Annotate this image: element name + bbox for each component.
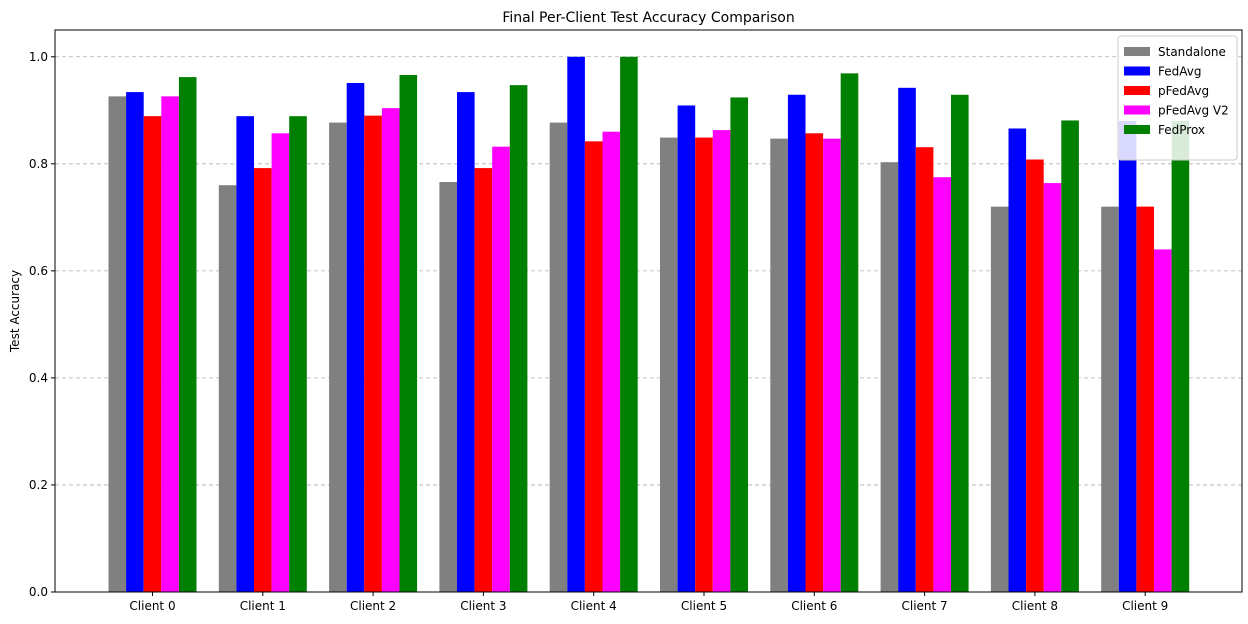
- bar-fedprox-client-5: [730, 97, 748, 592]
- legend-label: FedAvg: [1158, 65, 1201, 79]
- legend-swatch: [1124, 47, 1150, 56]
- plot-frame: [54, 29, 1243, 593]
- bar-pfedavg-v2-client-9: [1154, 249, 1172, 592]
- bar-pfedavg-client-9: [1136, 206, 1154, 592]
- chart-title: Final Per-Client Test Accuracy Compariso…: [502, 10, 794, 26]
- bar-fedavg-client-4: [567, 56, 585, 593]
- bar-fedavg-client-2: [346, 82, 365, 592]
- x-tick-label: Client 5: [681, 599, 727, 613]
- bar-pfedavg-v2-client-5: [712, 130, 731, 592]
- bar-fedavg-client-0: [126, 92, 144, 592]
- bar-fedavg-client-7: [898, 87, 916, 592]
- bar-pfedavg-client-1: [254, 168, 272, 592]
- legend-swatch: [1124, 125, 1150, 134]
- bar-pfedavg-client-7: [915, 147, 934, 592]
- bar-fedavg-client-6: [787, 94, 806, 593]
- bar-fedprox-client-4: [620, 56, 638, 593]
- legend-swatch: [1124, 66, 1150, 76]
- x-tick-label: Client 6: [791, 599, 837, 613]
- bar-standalone-client-7: [880, 162, 899, 593]
- legend-label: pFedAvg V2: [1158, 104, 1229, 118]
- bar-fedprox-client-6: [840, 73, 859, 592]
- x-tick-label: Client 7: [901, 599, 947, 613]
- bar-pfedavg-client-6: [805, 133, 824, 592]
- bar-fedprox-client-9: [1171, 120, 1190, 592]
- bar-fedavg-client-1: [236, 116, 254, 592]
- bar-pfedavg-v2-client-6: [823, 138, 841, 593]
- bar-fedprox-client-1: [289, 116, 307, 592]
- bar-fedprox-client-2: [399, 74, 418, 592]
- x-axis: Client 0 Client 1 Client 2 Client 3 Client 4…: [129, 592, 1168, 613]
- bar-fedprox-client-8: [1061, 120, 1079, 593]
- bar-standalone-client-2: [329, 122, 347, 592]
- bar-pfedavg-v2-client-2: [381, 108, 400, 592]
- y-tick-label: 0.2: [29, 478, 48, 492]
- y-tick-label: 1.0: [29, 50, 48, 64]
- bar-standalone-client-3: [439, 182, 457, 592]
- bar-pfedavg-v2-client-7: [933, 177, 951, 592]
- x-tick-label: Client 2: [350, 599, 396, 613]
- bar-fedavg-client-3: [457, 92, 475, 592]
- bar-standalone-client-0: [108, 96, 127, 593]
- legend-label: Standalone: [1158, 45, 1226, 59]
- bar-standalone-client-9: [1101, 206, 1119, 592]
- x-tick-label: Client 0: [129, 599, 175, 613]
- x-tick-label: Client 4: [571, 599, 617, 613]
- bar-fedprox-client-3: [509, 85, 528, 593]
- bar-standalone-client-4: [549, 122, 568, 592]
- x-tick-label: Client 3: [460, 599, 506, 613]
- y-tick-label: 0.4: [29, 371, 48, 385]
- bar-pfedavg-v2-client-4: [602, 131, 621, 592]
- x-tick-label: Client 1: [240, 599, 286, 613]
- y-axis-title: Test Accuracy: [8, 270, 22, 353]
- bar-pfedavg-client-2: [364, 115, 382, 592]
- bar-fedprox-client-0: [178, 77, 197, 592]
- legend-swatch: [1124, 105, 1150, 115]
- y-axis: 0.0 0.2 0.4 0.6 0.8 1.0: [29, 50, 55, 599]
- y-tick-label: 0.8: [29, 157, 48, 171]
- legend-swatch: [1124, 86, 1150, 95]
- bar-pfedavg-v2-client-1: [271, 133, 290, 592]
- y-tick-label: 0.0: [29, 585, 48, 599]
- bar-pfedavg-client-3: [474, 168, 493, 592]
- bar-fedavg-client-5: [677, 105, 696, 593]
- bar-pfedavg-v2-client-8: [1043, 183, 1062, 592]
- bars: [108, 56, 1190, 593]
- legend-label: FedProx: [1158, 123, 1205, 137]
- bar-pfedavg-client-0: [143, 116, 162, 592]
- bar-pfedavg-client-4: [584, 141, 603, 592]
- y-tick-label: 0.6: [29, 264, 48, 278]
- legend: Standalone FedAvg pFedAvg pFedAvg V2 FedProx: [1117, 35, 1238, 161]
- bar-pfedavg-v2-client-0: [161, 96, 179, 593]
- bar-pfedavg-v2-client-3: [492, 146, 510, 593]
- bar-pfedavg-client-5: [695, 137, 713, 592]
- bar-standalone-client-1: [218, 185, 237, 592]
- bar-pfedavg-client-8: [1026, 159, 1044, 592]
- bar-standalone-client-8: [990, 206, 1009, 592]
- bar-fedavg-client-8: [1008, 128, 1027, 592]
- x-tick-label: Client 8: [1012, 599, 1058, 613]
- x-tick-label: Client 9: [1122, 599, 1168, 613]
- bar-standalone-client-6: [770, 138, 788, 593]
- bar-fedavg-client-9: [1118, 120, 1137, 592]
- bar-standalone-client-5: [660, 137, 678, 592]
- bar-fedprox-client-7: [951, 94, 969, 593]
- legend-label: pFedAvg: [1158, 84, 1209, 98]
